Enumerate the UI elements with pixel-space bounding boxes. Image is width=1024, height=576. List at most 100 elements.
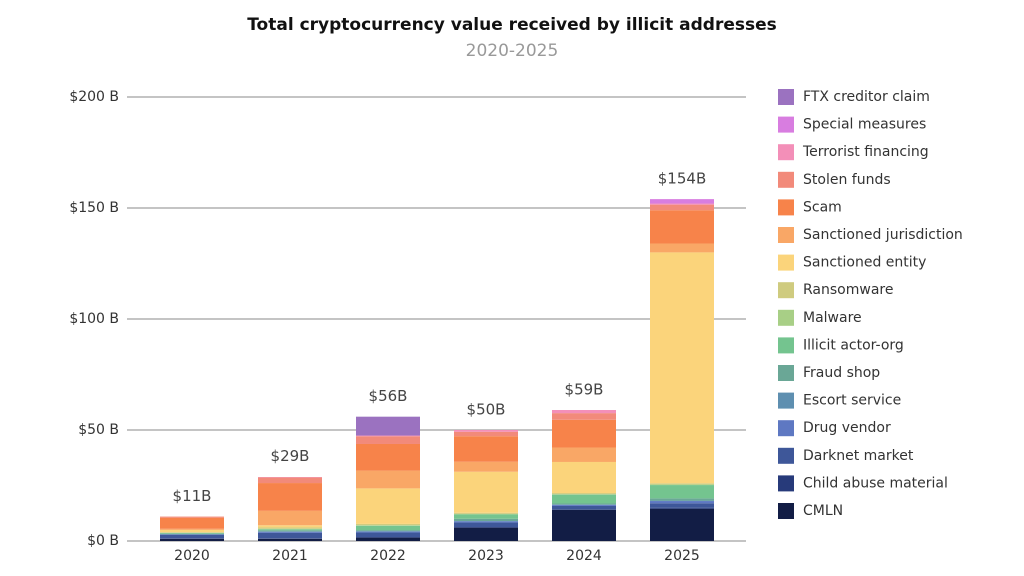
bar-segment bbox=[650, 199, 714, 204]
bar-segment bbox=[552, 493, 616, 495]
x-tick-label: 2024 bbox=[566, 548, 602, 564]
bar-segment bbox=[356, 530, 420, 532]
x-tick-label: 2025 bbox=[664, 548, 700, 564]
bar-segment bbox=[650, 203, 714, 205]
legend-swatch bbox=[778, 89, 794, 105]
bar-segment bbox=[160, 529, 224, 533]
total-label: $59B bbox=[565, 381, 604, 399]
x-tick-label: 2020 bbox=[174, 548, 210, 564]
bar-segment bbox=[552, 494, 616, 504]
bar-segment bbox=[454, 518, 518, 522]
legend-swatch bbox=[778, 475, 794, 492]
bar-segment bbox=[650, 243, 714, 253]
bar-segment bbox=[160, 517, 224, 529]
legend-label: Special measures bbox=[803, 117, 926, 133]
legend-swatch bbox=[778, 309, 794, 326]
bar-segment bbox=[160, 516, 224, 518]
legend-swatch bbox=[778, 171, 794, 188]
legend-swatch bbox=[778, 447, 794, 464]
bar-segment bbox=[160, 535, 224, 539]
bar-segment bbox=[258, 530, 322, 532]
bar-segment bbox=[552, 503, 616, 505]
bar-segment bbox=[356, 436, 420, 444]
bar-segment bbox=[258, 510, 322, 526]
legend-label: Terrorist financing bbox=[802, 144, 929, 160]
bar-segment bbox=[650, 252, 714, 484]
bar-segment bbox=[160, 532, 224, 533]
legend-label: Sanctioned jurisdiction bbox=[803, 227, 963, 243]
bar-segment bbox=[160, 538, 224, 541]
legend-label: Darknet market bbox=[803, 448, 914, 464]
legend-swatch bbox=[778, 199, 794, 216]
bar-segment bbox=[356, 537, 420, 538]
legend-swatch bbox=[778, 392, 794, 409]
bar-segment bbox=[552, 505, 616, 510]
bar-segment bbox=[454, 521, 518, 523]
legend-swatch bbox=[778, 144, 794, 161]
bar-segment bbox=[650, 508, 714, 541]
legend-swatch bbox=[778, 365, 794, 381]
bar-segment bbox=[258, 538, 322, 541]
bar-segment bbox=[356, 435, 420, 437]
bar-segment bbox=[258, 525, 322, 528]
legend-label: FTX creditor claim bbox=[803, 89, 930, 105]
legend-label: Stolen funds bbox=[803, 172, 891, 188]
bar-segment bbox=[650, 484, 714, 486]
bar-segment bbox=[160, 528, 224, 530]
bar-segment bbox=[258, 531, 322, 533]
bar-segment bbox=[356, 416, 420, 436]
legend-label: Malware bbox=[803, 310, 862, 326]
bar-segment bbox=[552, 461, 616, 494]
bar-segment bbox=[258, 527, 322, 529]
bar-segment bbox=[356, 443, 420, 471]
legend-swatch bbox=[778, 337, 794, 354]
bar-segment bbox=[454, 512, 518, 514]
legend-label: Drug vendor bbox=[803, 420, 891, 436]
chart-title: Total cryptocurrency value received by i… bbox=[247, 15, 777, 35]
bar-segment bbox=[650, 503, 714, 508]
bar-segment bbox=[160, 533, 224, 534]
y-tick-label: $150 B bbox=[69, 200, 119, 216]
bar-segment bbox=[454, 522, 518, 528]
legend-swatch bbox=[778, 227, 794, 243]
bar-segment bbox=[552, 509, 616, 510]
x-tick-label: 2021 bbox=[272, 548, 308, 564]
x-tick-label: 2023 bbox=[468, 548, 504, 564]
total-label: $56B bbox=[369, 387, 408, 405]
total-label: $50B bbox=[467, 401, 506, 419]
bar-segment bbox=[160, 534, 224, 536]
bar-segment bbox=[552, 509, 616, 541]
bar-segment bbox=[356, 532, 420, 538]
chart-subtitle: 2020-2025 bbox=[466, 41, 559, 61]
bar-segment bbox=[552, 419, 616, 448]
legend-label: Illicit actor-org bbox=[803, 337, 904, 353]
bar-segment bbox=[650, 204, 714, 211]
bar-segment bbox=[552, 504, 616, 506]
bar-segment bbox=[650, 483, 714, 485]
bar-segment bbox=[454, 430, 518, 432]
legend-swatch bbox=[778, 116, 794, 133]
bar-segment bbox=[356, 470, 420, 489]
legend-label: Fraud shop bbox=[803, 365, 880, 381]
bar-segment bbox=[356, 525, 420, 531]
bar-segment bbox=[552, 410, 616, 414]
legend-label: Scam bbox=[803, 199, 842, 215]
bar-segment bbox=[454, 471, 518, 513]
bar-segment bbox=[454, 514, 518, 519]
bar-segment bbox=[356, 537, 420, 541]
legend-label: Ransomware bbox=[803, 282, 893, 298]
bar-segment bbox=[454, 527, 518, 541]
total-label: $29B bbox=[271, 447, 310, 465]
bar-segment bbox=[258, 529, 322, 531]
bar-segment bbox=[650, 507, 714, 509]
bar-segment bbox=[650, 485, 714, 499]
bar-segment bbox=[160, 533, 224, 535]
legend-label: Escort service bbox=[803, 393, 901, 409]
x-tick-label: 2022 bbox=[370, 548, 406, 564]
y-tick-label: $200 B bbox=[69, 89, 119, 105]
total-label: $11B bbox=[173, 487, 212, 505]
total-label: $154B bbox=[658, 170, 706, 188]
bar-segment bbox=[356, 523, 420, 526]
legend-swatch bbox=[778, 254, 794, 271]
